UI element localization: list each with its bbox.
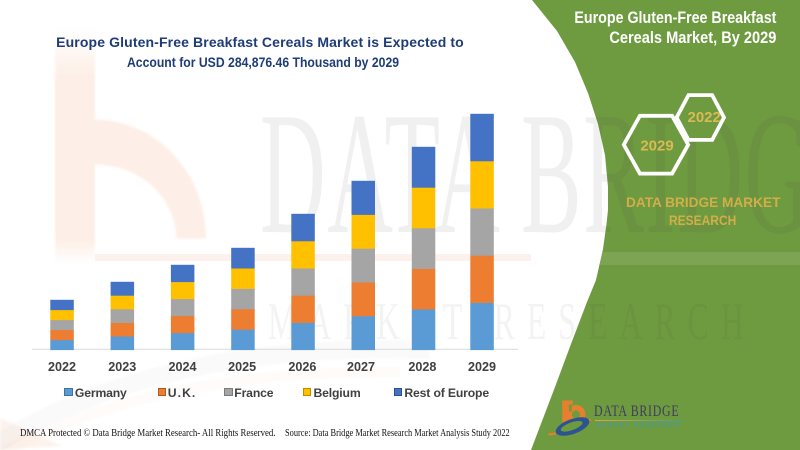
svg-text:2029: 2029 [640, 138, 673, 155]
svg-text:2022: 2022 [688, 109, 721, 126]
